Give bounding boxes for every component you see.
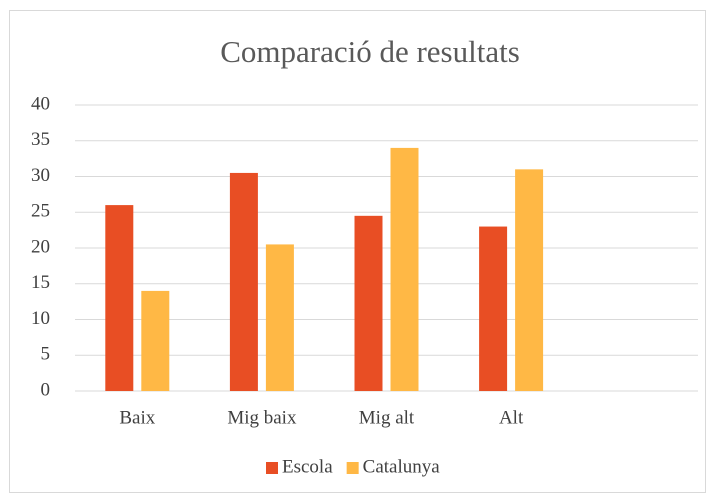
bar (105, 205, 134, 391)
legend-label: Catalunya (363, 456, 441, 477)
bar (265, 244, 294, 391)
legend-swatch (266, 462, 278, 474)
y-tick-label: 20 (31, 236, 50, 257)
bar (354, 215, 383, 391)
y-tick-label: 35 (31, 129, 50, 150)
y-tick-label: 25 (31, 201, 50, 222)
legend-swatch (346, 462, 359, 474)
y-tick-label: 0 (41, 379, 51, 400)
legend-label: Escola (282, 456, 333, 477)
bar (390, 147, 419, 391)
bar (229, 172, 258, 391)
bar (479, 226, 508, 391)
y-tick-label: 15 (31, 272, 50, 293)
y-tick-label: 40 (31, 93, 50, 114)
x-tick-label: Alt (499, 407, 524, 428)
y-tick-label: 10 (31, 308, 50, 329)
y-tick-label: 30 (31, 165, 50, 186)
chart-title: Comparació de resultats (220, 34, 520, 69)
bar (141, 290, 170, 391)
y-tick-label: 5 (41, 344, 51, 365)
x-tick-label: Mig baix (227, 407, 297, 428)
x-tick-label: Mig alt (359, 407, 415, 428)
bar (515, 169, 544, 391)
x-tick-label: Baix (119, 407, 155, 428)
